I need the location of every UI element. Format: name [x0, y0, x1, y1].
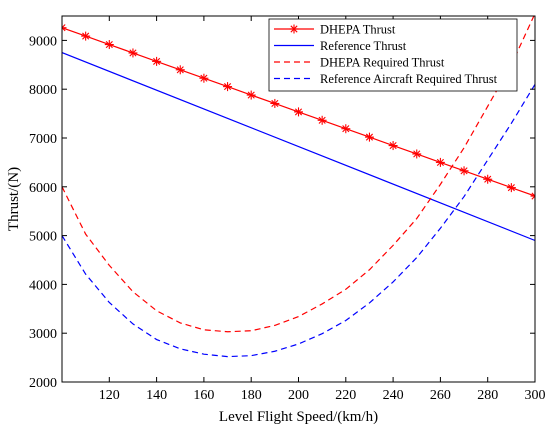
y-tick-label: 5000 — [29, 230, 57, 245]
x-tick-label: 260 — [430, 388, 451, 403]
y-tick-label: 3000 — [29, 327, 57, 342]
data-point — [483, 174, 493, 184]
series-line — [62, 16, 535, 333]
x-tick-label: 280 — [477, 388, 498, 403]
data-point — [364, 132, 374, 142]
x-tick-label: 200 — [288, 388, 309, 403]
series-line — [62, 52, 535, 242]
x-tick-label: 240 — [383, 388, 404, 403]
data-point — [294, 107, 303, 117]
data-point — [317, 115, 327, 125]
data-point — [223, 82, 233, 92]
x-tick-label: 140 — [146, 388, 167, 403]
data-point — [152, 56, 162, 66]
data-point — [246, 90, 256, 100]
y-tick-label: 9000 — [29, 34, 57, 49]
x-tick-label: 120 — [99, 388, 120, 403]
data-point — [175, 65, 185, 75]
data-point — [270, 98, 280, 108]
data-point — [459, 166, 469, 176]
series-line — [62, 84, 535, 358]
series-1 — [62, 52, 535, 242]
legend-label: DHEPA Thrust — [320, 23, 396, 37]
legend-item: Reference Aircraft Required Thrust — [274, 72, 498, 86]
y-tick-label: 7000 — [29, 132, 57, 147]
y-axis-label: Thrust/(N) — [6, 167, 22, 231]
legend: DHEPA Thrust Reference Thrust DHEPA Requir… — [268, 18, 518, 92]
data-point — [530, 191, 535, 201]
x-tick-label: 300 — [525, 388, 546, 403]
data-point — [128, 48, 138, 58]
legend-item: Reference Thrust — [274, 39, 407, 53]
y-tick-label: 4000 — [29, 278, 57, 293]
legend-item: DHEPA Thrust — [274, 23, 396, 37]
data-point — [199, 73, 209, 83]
legend-label: Reference Aircraft Required Thrust — [320, 72, 498, 86]
x-tick-label: 160 — [193, 388, 214, 403]
data-point — [412, 149, 422, 159]
data-point — [506, 183, 516, 193]
series-layer — [62, 16, 535, 358]
y-tick-label: 2000 — [29, 376, 57, 391]
legend-marker — [289, 24, 299, 34]
y-tick-label: 6000 — [29, 181, 57, 196]
legend-item: DHEPA Required Thrust — [274, 56, 445, 70]
data-point — [341, 124, 351, 134]
x-tick-label: 220 — [335, 388, 356, 403]
data-point — [81, 31, 91, 41]
x-axis-label: Level Flight Speed/(km/h) — [219, 409, 378, 425]
x-tick-label: 180 — [241, 388, 262, 403]
y-tick-label: 8000 — [29, 83, 57, 98]
data-point — [388, 141, 398, 151]
series-3 — [62, 84, 535, 358]
legend-label: Reference Thrust — [320, 39, 407, 53]
legend-label: DHEPA Required Thrust — [320, 56, 445, 70]
legend-box — [268, 18, 518, 92]
data-point — [435, 157, 445, 167]
series-2 — [62, 16, 535, 333]
series-0 — [62, 23, 535, 201]
axis-ticks: 120 140 160 180 200 220 240 260 280 300 2000 3000 40… — [29, 16, 546, 403]
data-point — [104, 40, 114, 50]
